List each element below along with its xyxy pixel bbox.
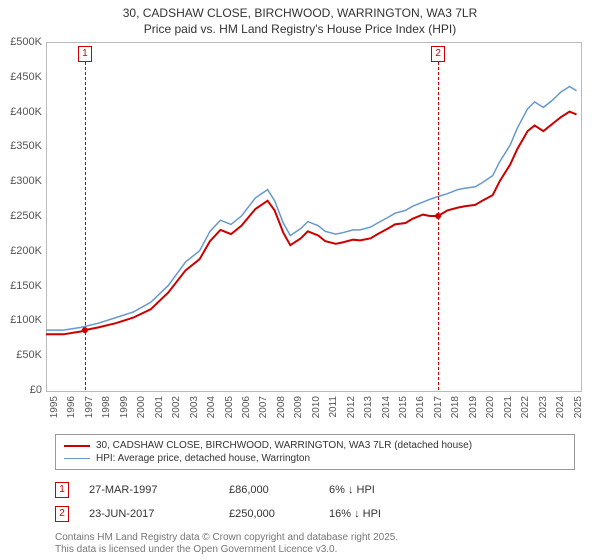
marker-table-date: 27-MAR-1997 <box>89 484 209 496</box>
x-tick-label: 2014 <box>381 396 392 418</box>
y-tick-label: £350K <box>2 140 42 152</box>
event-marker-box: 1 <box>78 46 92 62</box>
x-tick-label: 2006 <box>241 396 252 418</box>
x-tick-label: 2015 <box>398 396 409 418</box>
marker-table: 1 27-MAR-1997 £86,000 6% ↓ HPI 2 23-JUN-2017 £… <box>55 478 575 526</box>
x-tick-label: 2012 <box>346 396 357 418</box>
x-tick-label: 2005 <box>224 396 235 418</box>
attrib-line1: Contains HM Land Registry data © Crown c… <box>55 532 398 543</box>
x-tick-label: 2007 <box>258 396 269 418</box>
marker-table-date: 23-JUN-2017 <box>89 508 209 520</box>
event-marker-box: 2 <box>431 46 445 62</box>
y-tick-label: £250K <box>2 210 42 222</box>
x-tick-label: 2020 <box>485 396 496 418</box>
x-tick-label: 1998 <box>101 396 112 418</box>
x-tick-label: 1996 <box>66 396 77 418</box>
y-tick-label: £150K <box>2 280 42 292</box>
x-tick-label: 2003 <box>189 396 200 418</box>
y-tick-label: £400K <box>2 106 42 118</box>
legend-row: 30, CADSHAW CLOSE, BIRCHWOOD, WARRINGTON… <box>64 439 566 452</box>
marker-table-price: £86,000 <box>229 484 309 496</box>
attrib-line2: This data is licensed under the Open Gov… <box>55 544 337 555</box>
y-tick-label: £0 <box>2 384 42 396</box>
marker-table-num: 2 <box>55 506 69 522</box>
x-tick-label: 2011 <box>328 396 339 418</box>
x-tick-label: 2024 <box>555 396 566 418</box>
x-tick-label: 2000 <box>136 396 147 418</box>
marker-table-row: 1 27-MAR-1997 £86,000 6% ↓ HPI <box>55 478 575 502</box>
x-tick-label: 1995 <box>49 396 60 418</box>
marker-table-price: £250,000 <box>229 508 309 520</box>
x-tick-label: 2010 <box>311 396 322 418</box>
x-tick-label: 2008 <box>276 396 287 418</box>
marker-table-pct: 16% ↓ HPI <box>329 508 381 520</box>
legend-swatch <box>64 445 90 447</box>
x-tick-label: 2013 <box>363 396 374 418</box>
x-tick-label: 2017 <box>433 396 444 418</box>
y-tick-label: £450K <box>2 71 42 83</box>
x-tick-label: 2023 <box>538 396 549 418</box>
x-tick-label: 2002 <box>171 396 182 418</box>
marker-table-row: 2 23-JUN-2017 £250,000 16% ↓ HPI <box>55 502 575 526</box>
attribution: Contains HM Land Registry data © Crown c… <box>55 532 398 556</box>
x-tick-label: 2016 <box>415 396 426 418</box>
legend-label: HPI: Average price, detached house, Warr… <box>96 453 310 464</box>
x-tick-label: 2022 <box>520 396 531 418</box>
x-tick-label: 2025 <box>573 396 584 418</box>
marker-table-num: 1 <box>55 482 69 498</box>
legend-label: 30, CADSHAW CLOSE, BIRCHWOOD, WARRINGTON… <box>96 440 472 451</box>
y-tick-label: £300K <box>2 175 42 187</box>
x-tick-label: 2001 <box>154 396 165 418</box>
event-marker-line <box>438 62 439 390</box>
chart-svg <box>0 0 600 560</box>
y-tick-label: £50K <box>2 349 42 361</box>
marker-table-pct: 6% ↓ HPI <box>329 484 375 496</box>
y-tick-label: £500K <box>2 36 42 48</box>
x-tick-label: 2004 <box>206 396 217 418</box>
legend: 30, CADSHAW CLOSE, BIRCHWOOD, WARRINGTON… <box>55 434 575 470</box>
y-tick-label: £100K <box>2 314 42 326</box>
x-tick-label: 1999 <box>119 396 130 418</box>
y-tick-label: £200K <box>2 245 42 257</box>
x-tick-label: 1997 <box>84 396 95 418</box>
x-tick-label: 2019 <box>468 396 479 418</box>
x-tick-label: 2009 <box>293 396 304 418</box>
event-marker-line <box>85 62 86 390</box>
legend-swatch <box>64 458 90 459</box>
legend-row: HPI: Average price, detached house, Warr… <box>64 452 566 465</box>
x-tick-label: 2021 <box>503 396 514 418</box>
x-tick-label: 2018 <box>450 396 461 418</box>
